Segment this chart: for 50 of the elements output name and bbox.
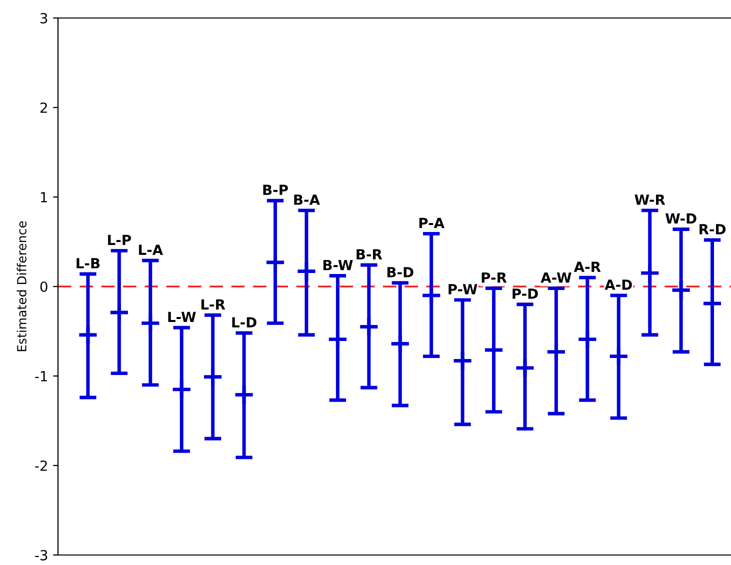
point — [483, 340, 504, 361]
x-tick-label: P-W — [448, 284, 478, 294]
x-tick-label: W-R — [634, 194, 666, 205]
y-axis-title: Estimated Difference — [16, 221, 26, 352]
y-tick-label: -1 — [35, 371, 47, 382]
y-tick-label: -2 — [35, 460, 47, 471]
x-tick-label: A-R — [574, 262, 601, 272]
point — [420, 284, 442, 306]
point — [264, 252, 286, 273]
point — [171, 378, 192, 400]
x-tick-label: A-D — [604, 280, 632, 290]
x-tick-label: B-P — [263, 184, 288, 195]
point — [546, 341, 567, 362]
point — [702, 292, 723, 314]
point — [576, 328, 598, 350]
y-tick-label: 2 — [40, 102, 47, 113]
point — [639, 262, 660, 284]
point — [358, 316, 380, 338]
x-tick-label: L-W — [168, 312, 196, 322]
x-tick-label: P-D — [512, 288, 538, 299]
x-tick-label: L-B — [76, 258, 100, 268]
point — [452, 350, 474, 372]
x-tick-label: L-D — [232, 317, 256, 328]
point — [670, 280, 692, 301]
y-tick-label: 0 — [40, 281, 48, 292]
x-tick-label: B-W — [323, 260, 353, 270]
point — [202, 366, 224, 388]
x-tick-label: W-D — [665, 213, 696, 224]
x-tick-label: P-A — [419, 218, 444, 228]
x-tick-label: B-R — [356, 249, 382, 260]
x-tick-label: L-R — [201, 299, 226, 310]
point — [390, 333, 411, 354]
point — [327, 328, 348, 350]
y-tick-label: 3 — [40, 12, 48, 24]
point — [296, 260, 317, 282]
point — [514, 357, 536, 378]
y-tick-label: 1 — [40, 192, 47, 202]
point — [140, 312, 161, 334]
point — [234, 384, 255, 406]
x-tick-label: L-A — [138, 244, 164, 255]
y-tick-label: -3 — [35, 550, 48, 560]
x-tick-label: B-D — [387, 267, 414, 278]
point — [608, 346, 630, 367]
x-tick-label: B-A — [294, 194, 320, 205]
point — [108, 302, 130, 323]
point — [77, 324, 98, 346]
x-tick-label: P-R — [482, 272, 507, 283]
x-tick-label: R-D — [700, 224, 726, 234]
x-tick-label: L-P — [108, 234, 132, 246]
x-tick-label: A-W — [540, 272, 572, 283]
